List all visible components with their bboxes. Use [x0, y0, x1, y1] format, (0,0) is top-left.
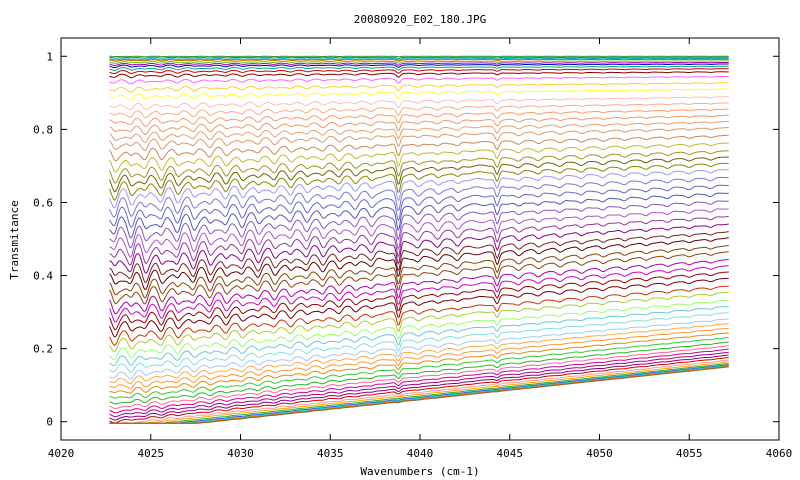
- x-tick-label: 4060: [766, 447, 793, 460]
- series-line: [109, 251, 729, 305]
- x-tick-label: 4050: [586, 447, 613, 460]
- x-tick-label: 4035: [317, 447, 344, 460]
- series-line: [109, 71, 729, 79]
- series-line: [109, 299, 729, 361]
- series-line: [109, 176, 729, 218]
- series-line: [109, 57, 729, 61]
- series-line: [109, 365, 729, 424]
- y-tick-label: 0.4: [33, 270, 53, 283]
- series-line: [109, 354, 729, 421]
- x-tick-label: 4020: [48, 447, 75, 460]
- series-line: [109, 351, 729, 418]
- series-line: [109, 192, 729, 239]
- series-line: [109, 348, 729, 414]
- series-line: [109, 366, 729, 424]
- y-tick-label: 0: [46, 416, 53, 429]
- series-line: [109, 200, 729, 249]
- ticks-layer: 4020 4025 4030 4035 4040 4045 4050 4055 4060 0 0.2…: [33, 38, 792, 460]
- x-tick-label: 4040: [407, 447, 434, 460]
- series-line: [109, 127, 729, 151]
- series-line: [109, 332, 729, 394]
- series-line: [109, 357, 729, 424]
- series-line: [109, 285, 729, 346]
- x-axis-label: Wavenumbers (cm-1): [360, 465, 479, 478]
- series-line: [109, 120, 729, 144]
- series-line: [109, 150, 729, 184]
- series-line: [109, 361, 729, 424]
- y-tick-label: 0.8: [33, 123, 53, 136]
- series-line: [109, 102, 729, 119]
- series-line: [108, 162, 729, 201]
- series-line: [109, 258, 729, 315]
- y-tick-label: 1: [46, 50, 53, 63]
- series-line: [109, 323, 729, 385]
- plot-frame: [60, 37, 780, 441]
- series-line: [109, 114, 729, 136]
- series-line: [109, 312, 729, 373]
- series-line: [109, 142, 729, 173]
- series-line: [109, 336, 729, 399]
- series-line: [109, 55, 729, 58]
- series-line: [109, 63, 729, 69]
- series-line: [109, 96, 729, 111]
- series-line: [109, 306, 729, 367]
- series-line: [109, 208, 729, 258]
- series-line: [109, 56, 729, 59]
- series-line: [108, 156, 729, 193]
- series-line: [108, 169, 729, 209]
- series-line: [109, 65, 729, 71]
- series-line: [109, 277, 729, 338]
- series-line: [109, 271, 729, 331]
- series-layer: [108, 55, 729, 424]
- y-tick-label: 0.2: [33, 343, 53, 356]
- series-line: [109, 359, 729, 424]
- x-tick-label: 4030: [227, 447, 254, 460]
- x-tick-label: 4025: [138, 447, 165, 460]
- series-line: [109, 134, 729, 162]
- series-line: [109, 364, 729, 424]
- series-line: [109, 215, 729, 266]
- series-line: [109, 237, 729, 291]
- series-line: [109, 58, 729, 62]
- series-line: [109, 88, 729, 101]
- series-line: [109, 345, 729, 410]
- series-line: [109, 75, 729, 85]
- series-line: [109, 108, 729, 127]
- series-line: [109, 68, 729, 75]
- x-tick-label: 4045: [497, 447, 524, 460]
- chart-title: 20080920_E02_180.JPG: [354, 13, 486, 26]
- series-line: [109, 291, 729, 353]
- series-line: [109, 82, 729, 93]
- series-line: [109, 327, 729, 389]
- y-axis-label: Transmitance: [8, 200, 21, 279]
- series-line: [109, 244, 729, 299]
- series-line: [109, 265, 729, 323]
- series-line: [109, 184, 729, 228]
- series-line: [109, 223, 729, 274]
- x-tick-label: 4055: [676, 447, 703, 460]
- series-line: [109, 318, 729, 380]
- y-tick-label: 0.6: [33, 196, 53, 209]
- series-line: [109, 341, 729, 405]
- series-line: [109, 231, 729, 283]
- series-line: [109, 363, 729, 424]
- series-line: [109, 61, 729, 67]
- series-line: [109, 60, 729, 64]
